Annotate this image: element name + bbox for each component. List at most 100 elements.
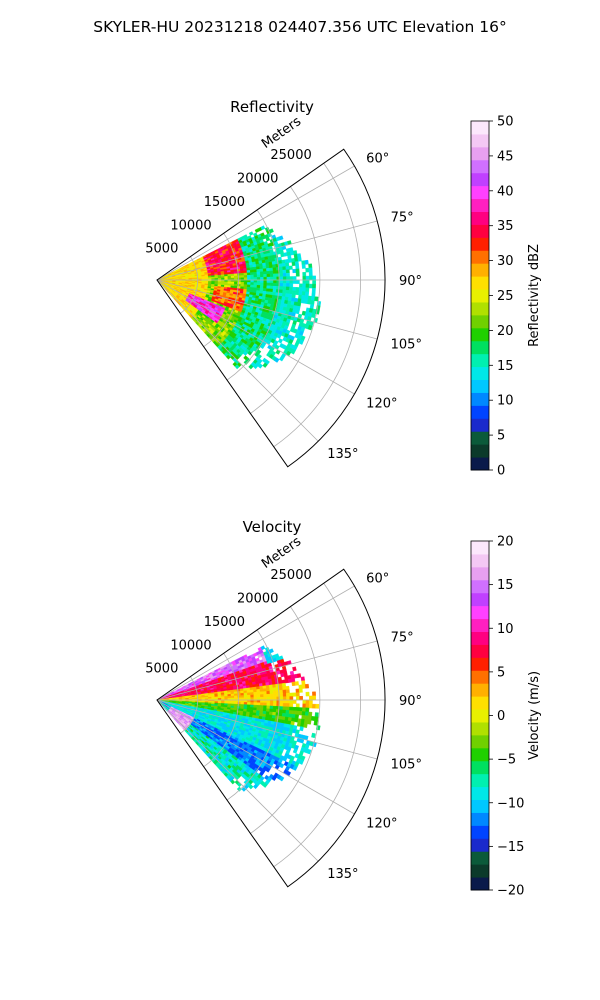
- gate: [234, 364, 240, 370]
- gate: [301, 684, 306, 689]
- gate: [230, 275, 235, 279]
- colorbar-tick-label: 5: [497, 665, 505, 680]
- gate: [302, 279, 307, 285]
- gate: [263, 282, 268, 286]
- gate: [247, 350, 253, 356]
- gate: [263, 694, 268, 698]
- gate: [282, 706, 287, 711]
- colorbar-swatch: [471, 405, 489, 419]
- gate: [250, 694, 255, 698]
- gate: [314, 716, 319, 722]
- gate: [298, 684, 303, 690]
- colorbar-swatch: [471, 747, 489, 762]
- gate: [292, 268, 297, 274]
- gate: [279, 289, 284, 294]
- colorbar-swatch: [471, 327, 489, 342]
- colorbar-tick-label: −10: [497, 796, 524, 811]
- range-axis-label: Meters: [259, 114, 304, 152]
- range-tick-label: 20000: [237, 592, 278, 607]
- gate: [292, 279, 297, 284]
- panel-1: Velocity 60° 75° 90° 105° 120° 135° 5000 10000 15…: [145, 518, 542, 899]
- range-tick-label: 25000: [270, 568, 311, 583]
- colorbar-tick-label: −15: [497, 840, 524, 855]
- gate: [282, 273, 287, 277]
- gate: [269, 276, 274, 281]
- gate: [305, 283, 310, 289]
- colorbar-swatch: [471, 224, 489, 238]
- gate: [256, 699, 261, 703]
- gate: [266, 279, 271, 284]
- colorbar-tick-label: 40: [497, 184, 514, 199]
- gate: [272, 267, 277, 272]
- gate: [295, 707, 300, 712]
- gate: [297, 256, 302, 262]
- gate: [269, 273, 274, 278]
- figure-title: SKYLER-HU 20231218 024407.356 UTC Elevat…: [93, 18, 507, 36]
- gate: [269, 696, 274, 701]
- colorbar-swatch: [471, 734, 489, 749]
- gate: [266, 696, 271, 701]
- colorbar-swatch: [471, 172, 489, 187]
- gate: [302, 287, 307, 292]
- colorbar-swatch: [471, 825, 489, 839]
- gate: [286, 276, 290, 281]
- gate: [305, 707, 310, 713]
- gate: [279, 276, 284, 281]
- colorbar-swatch: [471, 553, 489, 568]
- gate: [292, 692, 297, 697]
- colorbar-tick-label: 20: [497, 324, 514, 339]
- gate: [292, 706, 297, 712]
- gate: [262, 268, 267, 272]
- gate: [230, 779, 236, 785]
- gate: [282, 269, 287, 274]
- gate: [269, 279, 274, 284]
- gate: [256, 274, 261, 278]
- gate: [247, 702, 251, 706]
- colorbar-label: Velocity (m/s): [527, 671, 542, 760]
- gate: [279, 269, 284, 274]
- gate: [256, 285, 261, 289]
- gate: [314, 712, 319, 718]
- gate: [243, 272, 248, 276]
- gate: [282, 693, 287, 697]
- gate: [221, 696, 225, 699]
- gate: [266, 687, 271, 692]
- gate: [263, 271, 267, 275]
- gate: [311, 291, 316, 297]
- range-tick-label: 15000: [204, 195, 245, 210]
- gate: [279, 696, 284, 701]
- gate: [299, 726, 304, 732]
- gate: [304, 711, 310, 717]
- gate: [247, 694, 251, 698]
- gate: [266, 705, 271, 710]
- range-ring: [273, 163, 361, 448]
- gate: [285, 286, 290, 291]
- gate: [286, 283, 290, 288]
- gate: [279, 689, 284, 694]
- colorbar-swatch: [471, 851, 489, 865]
- gate: [224, 696, 229, 699]
- gate: [269, 282, 274, 287]
- gate: [263, 279, 268, 284]
- gate: [305, 275, 310, 281]
- gate: [272, 270, 277, 275]
- gate: [266, 699, 271, 704]
- gate: [260, 279, 264, 283]
- gate: [247, 274, 251, 278]
- gate: [309, 699, 313, 705]
- gate: [253, 269, 258, 273]
- gate: [295, 268, 300, 273]
- gate: [289, 283, 294, 288]
- gate: [272, 285, 277, 290]
- gate: [260, 702, 264, 706]
- range-tick-label: 25000: [270, 148, 311, 163]
- colorbar-swatch: [471, 263, 489, 277]
- gate: [260, 697, 264, 701]
- gate: [307, 324, 313, 331]
- azimuth-tick-label: 90°: [399, 274, 422, 289]
- gate: [240, 281, 245, 285]
- gate: [279, 286, 284, 291]
- gate: [266, 267, 271, 272]
- azimuth-spoke: [156, 279, 378, 340]
- gate: [285, 293, 290, 298]
